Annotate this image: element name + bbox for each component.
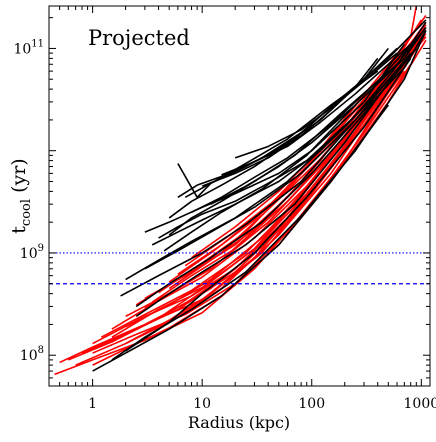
x-tick-label: 100 <box>298 396 325 412</box>
y-tick-base: 10 <box>20 246 38 262</box>
projected-annotation: Projected <box>88 26 190 50</box>
black-cluster-line-26 <box>92 104 389 372</box>
y-tick-base: 10 <box>20 348 38 364</box>
red-cluster-line-17 <box>125 70 405 345</box>
plot-frame <box>48 5 431 387</box>
black-cluster-line-30 <box>144 43 406 233</box>
y-tick-label: 108 <box>20 345 44 364</box>
x-tick-label: 10 <box>193 396 211 412</box>
y-tick-exponent: 8 <box>38 345 44 356</box>
y-axis-label: tcool (yr) <box>8 158 34 233</box>
black-cluster-line-42 <box>177 70 379 199</box>
reference-line-layer <box>49 252 430 285</box>
x-tick-labels: 1 10 100 1000 <box>88 396 436 412</box>
y-tick-exponent: 9 <box>38 243 44 254</box>
black-cluster-line-38 <box>191 32 422 213</box>
x-tick-label: 1 <box>88 396 97 412</box>
x-tick-label: 1000 <box>404 396 436 412</box>
black-cluster-line-41 <box>120 52 412 297</box>
black-cluster-line-45 <box>234 52 398 159</box>
y-tick-exponent: 11 <box>31 38 44 49</box>
y-tick-base: 10 <box>13 41 31 57</box>
black-cluster-line-44 <box>210 27 427 205</box>
black-cluster-line-29 <box>135 70 398 317</box>
series-layer <box>54 6 427 376</box>
x-axis-label: Radius (kpc) <box>188 413 290 432</box>
y-axis-label-unit: (yr) <box>8 158 30 199</box>
y-tick-label: 1011 <box>13 38 44 57</box>
y-tick-label: 109 <box>20 243 44 262</box>
y-axis-label-main: t <box>8 226 30 234</box>
y-axis-label-subscript: cool <box>19 199 34 226</box>
black-cluster-line-46 <box>151 47 417 246</box>
black-cluster-line-43 <box>177 19 427 198</box>
black-cluster-line-28 <box>125 57 412 352</box>
black-cluster-line-39 <box>144 30 427 270</box>
